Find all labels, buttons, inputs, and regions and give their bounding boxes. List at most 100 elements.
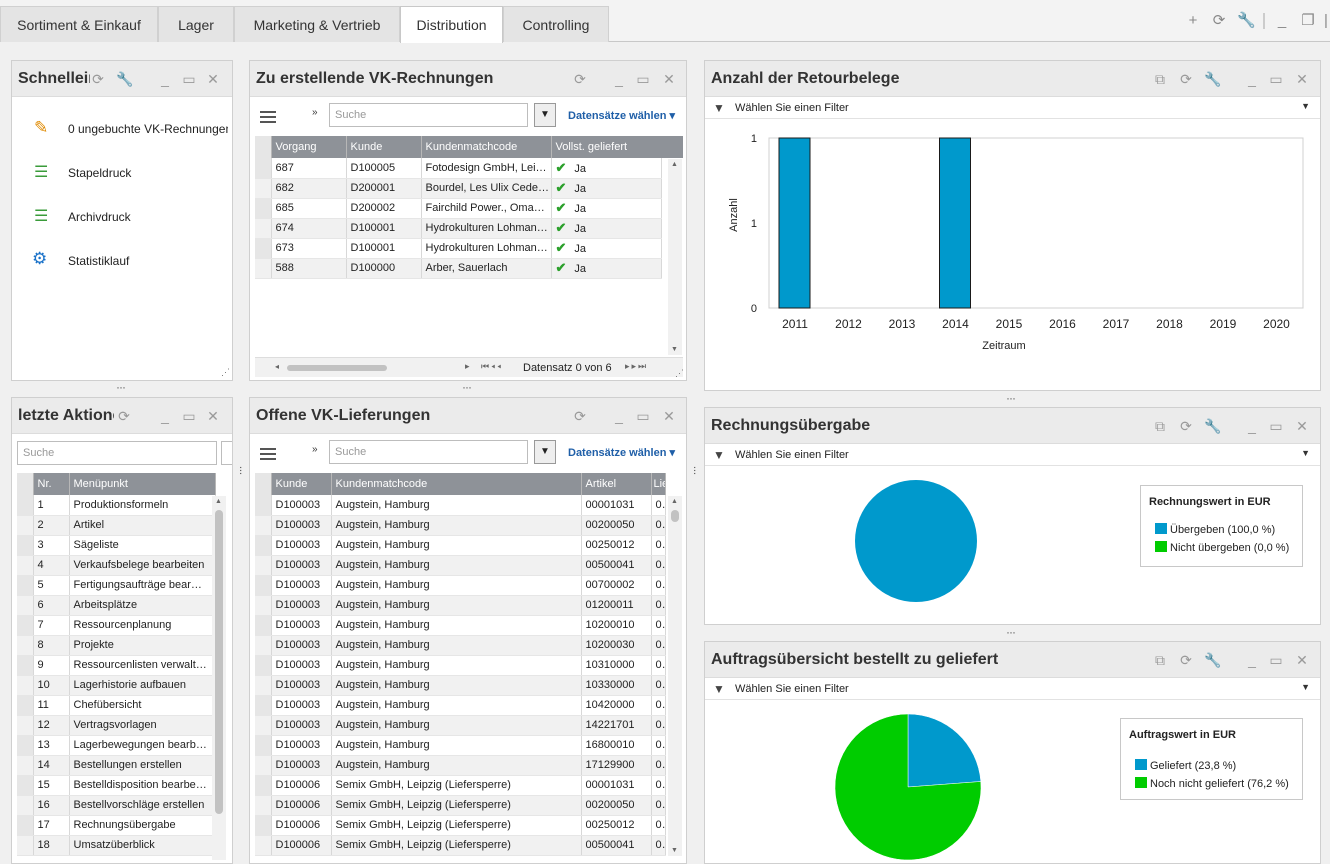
row-selector[interactable] [17, 675, 34, 696]
table-row[interactable]: D100003 Augstein, Hamburg 17129900 05 [255, 755, 666, 776]
refresh-icon[interactable]: ⟳ [574, 408, 586, 424]
table-row[interactable]: 4 Verkaufsbelege bearbeiten [17, 555, 216, 576]
maximize-icon[interactable]: ▭ [636, 408, 650, 424]
row-selector[interactable] [17, 695, 34, 716]
scrollbar-thumb[interactable] [215, 510, 223, 814]
row-selector[interactable] [17, 495, 34, 516]
vertical-scrollbar[interactable]: ▲ [212, 496, 226, 860]
table-row[interactable]: D100003 Augstein, Hamburg 00700002 05 [255, 575, 666, 596]
table-row[interactable]: 674 D100001 Hydrokulturen Lohman… ✔ Ja [255, 218, 662, 239]
row-selector[interactable] [255, 535, 272, 556]
row-selector[interactable] [255, 815, 272, 836]
splitter-handle[interactable]: ··· [234, 465, 249, 475]
splitter-handle[interactable]: ··· [462, 380, 472, 394]
filter-bar[interactable]: ▼ Wählen Sie einen Filter ▼ [705, 678, 1320, 700]
deliveries-search-input[interactable]: Suche [329, 440, 528, 464]
scroll-right-icon[interactable]: ▸ [465, 361, 470, 371]
maximize-icon[interactable]: ▭ [182, 71, 196, 87]
minimize-icon[interactable]: _ [1248, 418, 1256, 434]
pie-slice[interactable] [835, 714, 982, 861]
column-header-kundenmatchcode[interactable]: Kundenmatchcode [421, 136, 552, 158]
table-row[interactable]: D100003 Augstein, Hamburg 01200011 05 [255, 595, 666, 616]
quick-item-stapeldruck[interactable]: ☰ Stapeldruck [32, 161, 232, 185]
row-selector[interactable] [17, 575, 34, 596]
copy-icon[interactable]: ⧉ [1155, 418, 1165, 434]
row-selector[interactable] [255, 735, 272, 756]
table-row[interactable]: 5 Fertigungsaufträge bear… [17, 575, 216, 596]
row-selector[interactable] [255, 198, 272, 219]
minimize-icon[interactable]: _ [161, 408, 169, 424]
chevron-down-icon[interactable]: ▼ [1301, 101, 1310, 111]
refresh-icon[interactable]: ⟳ [92, 71, 104, 87]
splitter-handle[interactable]: ··· [1006, 391, 1016, 405]
tab-lager[interactable]: Lager [158, 6, 234, 42]
bar[interactable] [939, 137, 971, 309]
table-row[interactable]: D100006 Semix GmbH, Leipzig (Liefersperre… [255, 815, 666, 836]
expand-chevrons-icon[interactable]: » [312, 107, 318, 118]
invoices-search-input[interactable]: Suche [329, 103, 528, 127]
scroll-up-icon[interactable]: ▲ [671, 161, 678, 168]
minimize-icon[interactable]: _ [1248, 652, 1256, 668]
quick-item-statistiklauf[interactable]: ⚙ Statistiklauf [32, 249, 232, 273]
refresh-icon[interactable]: ⟳ [118, 408, 130, 424]
tab-marketing-vertrieb[interactable]: Marketing & Vertrieb [234, 6, 400, 42]
tab-sortiment-einkauf[interactable]: Sortiment & Einkauf [0, 6, 158, 42]
table-row[interactable]: 687 D100005 Fotodesign GmbH, Lei… ✔ Ja [255, 158, 662, 179]
restore-icon[interactable]: ❐ [1301, 12, 1315, 29]
row-selector[interactable] [17, 515, 34, 536]
row-selector[interactable] [255, 795, 272, 816]
column-header-vollst-geliefert[interactable]: Vollst. geliefert [551, 136, 662, 158]
select-records-dropdown[interactable]: Datensätze wählen ▾ [568, 110, 675, 122]
quick-item-unbooked-invoices[interactable]: ✎ 0 ungebuchte VK-Rechnungen [32, 117, 232, 141]
copy-icon[interactable]: ⧉ [1155, 652, 1165, 668]
table-row[interactable]: 673 D100001 Hydrokulturen Lohman… ✔ Ja [255, 238, 662, 259]
maximize-icon[interactable]: ▭ [1269, 418, 1283, 434]
refresh-icon[interactable]: ⟳ [1180, 418, 1192, 434]
table-row[interactable]: D100003 Augstein, Hamburg 14221701 05 [255, 715, 666, 736]
column-header-vorgang[interactable]: Vorgang [271, 136, 347, 158]
table-row[interactable]: 588 D100000 Arber, Sauerlach ✔ Ja [255, 258, 662, 279]
resize-grip-icon[interactable]: ⋰ [675, 368, 684, 378]
row-selector[interactable] [255, 178, 272, 199]
close-icon[interactable]: ✕ [1296, 71, 1308, 87]
quick-item-archivdruck[interactable]: ☰ Archivdruck [32, 205, 232, 229]
select-records-dropdown[interactable]: Datensätze wählen ▾ [568, 447, 675, 459]
table-row[interactable]: D100003 Augstein, Hamburg 10420000 05 [255, 695, 666, 716]
vertical-scrollbar[interactable]: ▲ ▼ [668, 496, 682, 856]
table-row[interactable]: 2 Artikel [17, 515, 216, 536]
row-selector[interactable] [255, 575, 272, 596]
pager-first-prev-icon[interactable]: ⏮◂◂ [481, 361, 504, 371]
row-selector[interactable] [17, 595, 34, 616]
row-selector[interactable] [255, 695, 272, 716]
table-row[interactable]: 3 Sägeliste [17, 535, 216, 556]
row-selector[interactable] [17, 555, 34, 576]
table-row[interactable]: D100003 Augstein, Hamburg 00001031 05 [255, 495, 666, 516]
close-icon[interactable]: | [1324, 12, 1328, 29]
close-icon[interactable]: ✕ [663, 408, 675, 424]
scrollbar-thumb[interactable] [671, 510, 679, 522]
scroll-down-icon[interactable]: ▼ [671, 847, 678, 854]
row-selector[interactable] [255, 238, 272, 259]
row-selector[interactable] [17, 715, 34, 736]
minimize-icon[interactable]: _ [1248, 71, 1256, 87]
table-row[interactable]: D100003 Augstein, Hamburg 00500041 05 [255, 555, 666, 576]
refresh-icon[interactable]: ⟳ [1212, 12, 1226, 29]
close-icon[interactable]: ✕ [1296, 652, 1308, 668]
table-row[interactable]: 10 Lagerhistorie aufbauen [17, 675, 216, 696]
row-selector[interactable] [255, 218, 272, 239]
row-selector[interactable] [255, 635, 272, 656]
wrench-icon[interactable]: 🔧 [1204, 71, 1222, 87]
row-selector[interactable] [17, 615, 34, 636]
minimize-icon[interactable]: _ [161, 71, 169, 87]
table-row[interactable]: D100003 Augstein, Hamburg 10200010 05 [255, 615, 666, 636]
row-selector[interactable] [255, 595, 272, 616]
maximize-icon[interactable]: ▭ [1269, 652, 1283, 668]
table-row[interactable]: 14 Bestellungen erstellen [17, 755, 216, 776]
minimize-icon[interactable]: _ [1277, 12, 1287, 29]
row-selector[interactable] [17, 735, 34, 756]
close-icon[interactable]: ✕ [1296, 418, 1308, 434]
row-selector[interactable] [255, 555, 272, 576]
table-row[interactable]: D100003 Augstein, Hamburg 16800010 05 [255, 735, 666, 756]
wrench-icon[interactable]: 🔧 [1237, 12, 1256, 29]
table-row[interactable]: 1 Produktionsformeln [17, 495, 216, 516]
